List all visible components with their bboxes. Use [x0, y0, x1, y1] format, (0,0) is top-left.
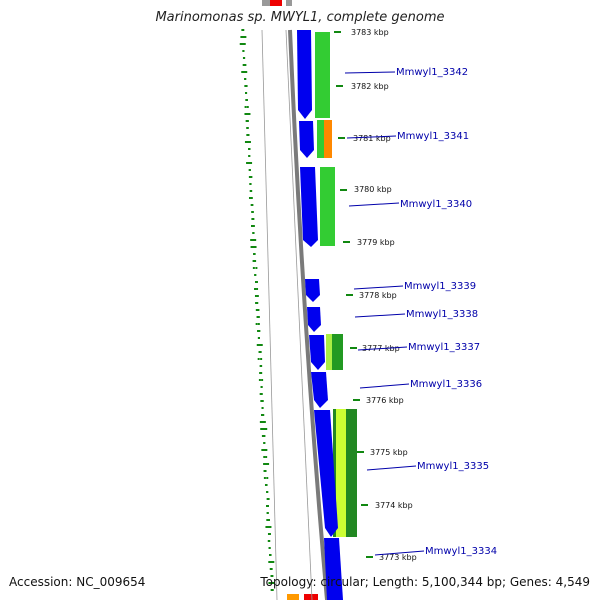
ruler-tick-label: 3783 kbp [351, 28, 389, 37]
gene-labels: Mmwyl1_3342 Mmwyl1_3341 Mmwyl1_3340 Mmwy… [344, 67, 497, 557]
ruler-tick-label: 3774 kbp [375, 501, 413, 510]
ruler-tick-label: 3773 kbp [379, 553, 417, 562]
gene-label[interactable]: Mmwyl1_3335 [417, 461, 489, 472]
gene-label[interactable]: Mmwyl1_3341 [397, 131, 469, 142]
gene-label[interactable]: Mmwyl1_3337 [408, 342, 480, 353]
cds-arrow[interactable] [324, 538, 343, 600]
gene-label[interactable]: Mmwyl1_3342 [396, 67, 468, 78]
outer-ring-line [261, 29, 278, 600]
similarity-block-light [326, 334, 332, 370]
cds-arrow[interactable] [311, 372, 328, 408]
ruler-tick-label: 3780 kbp [354, 185, 392, 194]
ruler-tick-label: 3779 kbp [357, 238, 395, 247]
ruler-tick-label: 3781 kbp [353, 134, 391, 143]
dotted-plots [239, 29, 275, 591]
similarity-block [317, 120, 326, 158]
genome-backbone [288, 29, 329, 600]
top-red-marker [270, 0, 282, 6]
cds-arrow[interactable] [307, 307, 321, 332]
ruler-tick-label: 3775 kbp [370, 448, 408, 457]
cds-arrow[interactable] [299, 121, 314, 158]
similarity-track [315, 32, 357, 537]
gene-label[interactable]: Mmwyl1_3338 [406, 309, 478, 320]
gene-label[interactable]: Mmwyl1_3339 [404, 281, 476, 292]
cds-arrow[interactable] [309, 335, 325, 370]
gene-leader-line [353, 285, 404, 290]
accession-label: Accession: NC_009654 [9, 575, 146, 589]
gene-label[interactable]: Mmwyl1_3334 [425, 546, 497, 557]
map-title: Marinomonas sp. MWYL1, complete genome [155, 10, 445, 25]
top-grey-marker-2 [286, 0, 292, 6]
similarity-block [320, 167, 335, 246]
gene-leader-line [346, 135, 397, 139]
cds-arrow[interactable] [314, 410, 338, 537]
ruler-tick-label: 3778 kbp [359, 291, 397, 300]
ruler-tick-label: 3776 kbp [366, 396, 404, 405]
similarity-block-orange [324, 120, 332, 158]
gene-leader-line [357, 346, 408, 351]
gene-leader-line [348, 202, 400, 207]
cds-arrow[interactable] [300, 167, 318, 247]
ruler-tick-label: 3782 kbp [351, 82, 389, 91]
bottom-red-marker [304, 594, 318, 600]
gene-leader-line [354, 313, 406, 318]
cds-track [297, 30, 343, 600]
gene-leader-line [374, 550, 425, 556]
gene-leader-line [359, 383, 410, 389]
cds-arrow[interactable] [297, 30, 312, 119]
similarity-block [315, 32, 330, 118]
gene-leader-line [344, 71, 396, 74]
bottom-orange-marker [287, 594, 299, 600]
similarity-block-light [336, 409, 346, 537]
top-grey-marker [262, 0, 270, 6]
genome-summary: Topology: circular; Length: 5,100,344 bp… [260, 575, 590, 589]
gene-label[interactable]: Mmwyl1_3336 [410, 379, 482, 390]
cds-arrow[interactable] [305, 279, 320, 302]
gene-leader-line [366, 465, 417, 471]
gene-label[interactable]: Mmwyl1_3340 [400, 199, 472, 210]
inner-ring-line [285, 29, 313, 600]
